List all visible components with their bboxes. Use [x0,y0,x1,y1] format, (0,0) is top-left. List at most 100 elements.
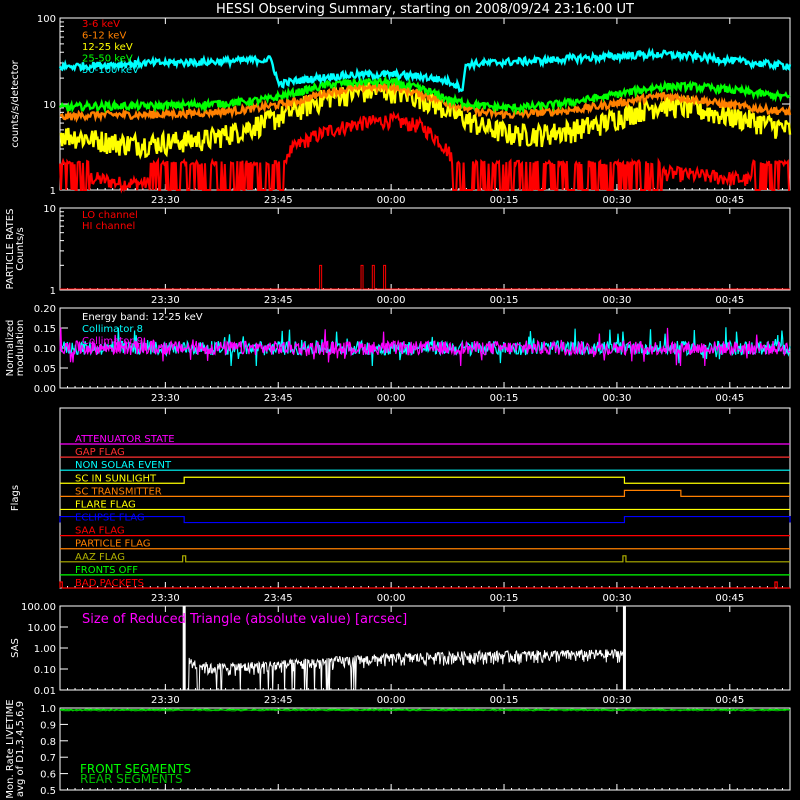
lightcurve-series-3 [58,73,791,116]
flag-label-1: GAP FLAG [75,447,125,458]
lightcurve-legend-4: 50-100 keV [82,65,139,76]
sas-ytick-label: 1.00 [34,644,56,655]
flag-label-8: PARTICLE FLAG [75,539,151,550]
sas-ytick-label: 10.00 [27,623,56,634]
figure-title: HESSI Observing Summary, starting on 200… [216,2,634,17]
modulation-ytick-label: 0.05 [34,364,56,375]
modulation-xtick-label: 00:15 [490,393,519,404]
livetime-ytick-label: 0.7 [40,753,56,764]
sas-ytick-label: 0.01 [34,686,56,697]
particle-xtick-label: 23:45 [264,295,293,306]
flag-label-7: SAA FLAG [75,526,125,537]
lightcurve-ylabel: counts/s/detector [10,59,21,147]
particle-frame [59,207,791,291]
flags-xtick-label: 00:00 [377,593,406,604]
livetime-ytick-label: 0.6 [40,770,56,781]
flag-label-11: BAD PACKETS [75,578,144,589]
particle-lo-channel [60,264,790,290]
particle-xtick-label: 23:30 [151,295,180,306]
livetime-ylabel: Mon. Rate LIVETIME [5,699,16,798]
lightcurve-xtick-label: 00:00 [377,195,406,206]
lightcurve-xtick-label: 23:45 [264,195,293,206]
modulation-legend-c8: Collimator 8 [82,324,143,335]
particle-ytick-label: 10 [43,204,56,215]
livetime-legend-front: FRONT SEGMENTS [80,762,191,776]
livetime-ytick-label: 0.9 [40,720,56,731]
modulation-ytick-label: 0.20 [34,304,56,315]
flag-line-4 [60,489,790,497]
flag-line-9 [60,555,790,563]
lightcurve-xtick-label: 00:15 [490,195,519,206]
modulation-xtick-label: 00:45 [715,393,744,404]
flag-label-2: NON SOLAR EVENT [75,460,172,471]
sas-ytick-label: 0.10 [34,665,56,676]
particle-ylabel: PARTICLE RATES [5,209,16,290]
lightcurve-xtick-label: 00:45 [715,195,744,206]
flags-xtick-label: 00:45 [715,593,744,604]
flag-label-9: AAZ FLAG [75,552,125,563]
sas-xtick-label: 00:45 [715,695,744,706]
modulation-xtick-label: 23:45 [264,393,293,404]
sas-series [187,648,625,691]
modulation-ytick-label: 0.00 [34,384,56,395]
livetime-ytick-label: 0.5 [40,786,56,797]
modulation-legend-band: Energy band: 12-25 keV [82,312,203,323]
livetime-series-1 [59,709,791,712]
lightcurve-series-1 [59,79,792,123]
livetime-ytick-label: 1.0 [40,704,56,715]
particle-legend-hi: HI channel [82,221,135,232]
sas-ytick-label: 100.00 [21,602,56,613]
modulation-legend-c9: Collimator 9 [82,336,143,347]
particle-xtick-label: 00:30 [602,295,631,306]
flags-ylabel: Flags [10,485,21,511]
flags-xtick-label: 00:30 [602,593,631,604]
particle-legend-lo: LO channel [82,210,138,221]
lightcurve-series-4 [58,47,792,94]
modulation-ylabel: Normalized [5,320,16,377]
lightcurve-xtick-label: 23:30 [151,195,180,206]
modulation-xtick-label: 00:00 [377,393,406,404]
sas-ylabel: SAS [10,638,21,658]
lightcurve-ytick-label: 10 [43,100,56,111]
lightcurve-xtick-label: 00:30 [602,195,631,206]
particle-ytick-label: 1 [50,286,56,297]
particle-xtick-label: 00:15 [490,295,519,306]
flag-label-6: ECLIPSE FLAG [75,513,145,524]
particle-xtick-label: 00:00 [377,295,406,306]
flag-label-3: SC IN SUNLIGHT [75,473,157,484]
lightcurve-series-0 [59,110,790,194]
flags-xtick-label: 23:45 [264,593,293,604]
flag-label-0: ATTENUATOR STATE [75,434,175,445]
sas-xtick-label: 23:30 [151,695,180,706]
modulation-ytick-label: 0.10 [34,344,56,355]
flag-line-11 [59,581,790,589]
flag-label-10: FRONTS OFF [75,565,138,576]
flag-line-6 [59,515,791,524]
lightcurve-legend-0: 3-6 keV [82,19,120,30]
modulation-xtick-label: 23:30 [151,393,180,404]
lightcurve-legend-2: 12-25 keV [82,42,133,53]
sas-xtick-label: 00:15 [490,695,519,706]
sas-xtick-label: 00:30 [602,695,631,706]
lightcurve-legend-1: 6-12 keV [82,31,126,42]
livetime-frame [59,707,791,791]
lightcurve-ytick-label: 1 [50,186,56,197]
livetime-ylabel: avg of D1,3,4,5,6,9 [15,701,26,797]
livetime-legend-rear: REAR SEGMENTS [80,772,183,786]
flag-label-4: SC TRANSMITTER [75,486,162,497]
modulation-series-1 [59,327,791,367]
particle-xtick-label: 00:45 [715,295,744,306]
sas-legend: Size of Reduced Triangle (absolute value… [82,612,407,627]
modulation-xtick-label: 00:30 [602,393,631,404]
lightcurve-ytick-label: 100 [37,14,56,25]
lightcurve-legend-3: 25-50 keV [82,54,133,65]
flags-xtick-label: 23:30 [151,593,180,604]
modulation-ytick-label: 0.15 [34,324,56,335]
sas-xtick-label: 00:00 [377,695,406,706]
flag-line-3 [60,476,790,484]
flag-label-5: FLARE FLAG [75,499,136,510]
modulation-ylabel: modulation [15,320,26,377]
sas-xtick-label: 23:45 [264,695,293,706]
